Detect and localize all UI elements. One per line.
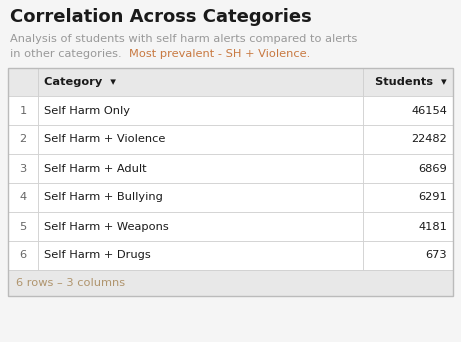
Text: Self Harm + Bullying: Self Harm + Bullying (44, 193, 163, 202)
Text: 673: 673 (426, 250, 447, 261)
Bar (8, 96, 38, 125)
Text: Correlation Across Categories: Correlation Across Categories (10, 8, 312, 26)
Text: Students  ▾: Students ▾ (375, 77, 447, 87)
Text: 46154: 46154 (411, 105, 447, 116)
Text: 6291: 6291 (418, 193, 447, 202)
Text: 6869: 6869 (418, 163, 447, 173)
Bar (8, 68, 453, 296)
Text: Self Harm Only: Self Harm Only (44, 105, 130, 116)
Bar (363, 154, 453, 183)
Bar (8, 212, 38, 241)
Text: 22482: 22482 (411, 134, 447, 145)
Text: Self Harm + Drugs: Self Harm + Drugs (44, 250, 151, 261)
Bar (8, 68, 38, 96)
Text: 1: 1 (19, 105, 27, 116)
Text: 4: 4 (19, 193, 27, 202)
Bar (8, 241, 38, 270)
Text: Self Harm + Adult: Self Harm + Adult (44, 163, 147, 173)
Bar (363, 183, 453, 212)
Bar (38, 154, 363, 183)
Bar (38, 96, 363, 125)
Bar (8, 154, 38, 183)
Text: Self Harm + Weapons: Self Harm + Weapons (44, 222, 169, 232)
Bar (363, 241, 453, 270)
Bar (8, 183, 38, 212)
Text: Analysis of students with self harm alerts compared to alerts: Analysis of students with self harm aler… (10, 34, 357, 44)
Text: 3: 3 (19, 163, 27, 173)
Text: Category  ▾: Category ▾ (44, 77, 116, 87)
Bar (363, 68, 453, 96)
Bar (38, 125, 363, 154)
Text: in other categories.: in other categories. (10, 49, 129, 59)
Bar (363, 96, 453, 125)
Text: 6 rows – 3 columns: 6 rows – 3 columns (16, 278, 125, 288)
Text: Self Harm + Violence: Self Harm + Violence (44, 134, 165, 145)
Bar (8, 125, 38, 154)
Bar (38, 241, 363, 270)
Bar (38, 212, 363, 241)
Text: 5: 5 (19, 222, 27, 232)
Bar (38, 183, 363, 212)
Text: Most prevalent - SH + Violence.: Most prevalent - SH + Violence. (129, 49, 310, 59)
Text: 2: 2 (19, 134, 27, 145)
Text: 4181: 4181 (418, 222, 447, 232)
Bar (8, 270, 453, 296)
Bar (363, 212, 453, 241)
Bar (363, 125, 453, 154)
Text: 6: 6 (19, 250, 27, 261)
Bar (38, 68, 363, 96)
